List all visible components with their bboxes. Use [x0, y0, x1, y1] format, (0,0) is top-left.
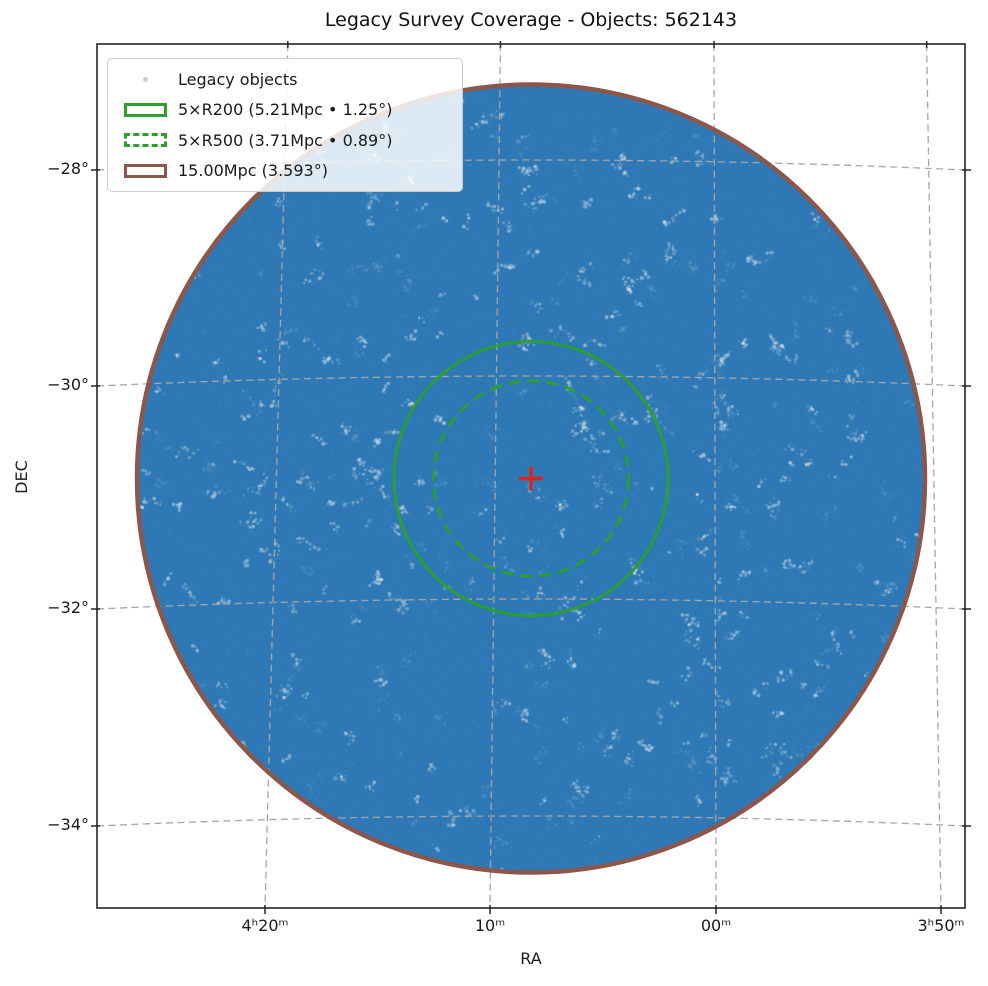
x-tick-label: 10ᵐ — [474, 916, 506, 935]
y-tick-label: −32° — [47, 598, 89, 617]
cluster-center-marker — [519, 466, 543, 491]
x-tick-label: 3ʰ50ᵐ — [917, 916, 965, 935]
legend-item-legacy-objects: Legacy objects — [116, 64, 454, 95]
legend-label: 5×R200 (5.21Mpc • 1.25°) — [178, 100, 393, 120]
y-axis-label: DEC — [12, 460, 31, 494]
r500-circle — [431, 379, 630, 578]
axis-ticks — [91, 41, 971, 914]
plot-border — [96, 43, 966, 909]
x-tick-label: 4ʰ20ᵐ — [241, 916, 289, 935]
scatter-point-icon — [142, 76, 148, 82]
legend-item-r500: 5×R500 (3.71Mpc • 0.89°) — [116, 125, 454, 156]
legend-label: Legacy objects — [178, 69, 298, 89]
legend: Legacy objects 5×R200 (5.21Mpc • 1.25°) … — [107, 58, 463, 192]
y-tick-label: −30° — [47, 375, 89, 394]
dashed-circle-marker-icon — [123, 133, 167, 148]
legend-item-15mpc: 15.00Mpc (3.593°) — [116, 156, 454, 187]
legend-label: 5×R500 (3.71Mpc • 0.89°) — [178, 130, 393, 150]
r200-circle — [392, 339, 670, 618]
y-tick-label: −28° — [47, 159, 89, 178]
solid-circle-marker-icon — [123, 102, 167, 117]
coverage-circle-15mpc — [134, 82, 928, 875]
legend-item-r200: 5×R200 (5.21Mpc • 1.25°) — [116, 95, 454, 126]
coverage-circle-marker-icon — [123, 163, 167, 178]
y-tick-label: −34° — [47, 815, 89, 834]
legend-label: 15.00Mpc (3.593°) — [178, 161, 328, 181]
x-axis-label: RA — [520, 949, 542, 968]
x-tick-label: 00ᵐ — [700, 916, 732, 935]
